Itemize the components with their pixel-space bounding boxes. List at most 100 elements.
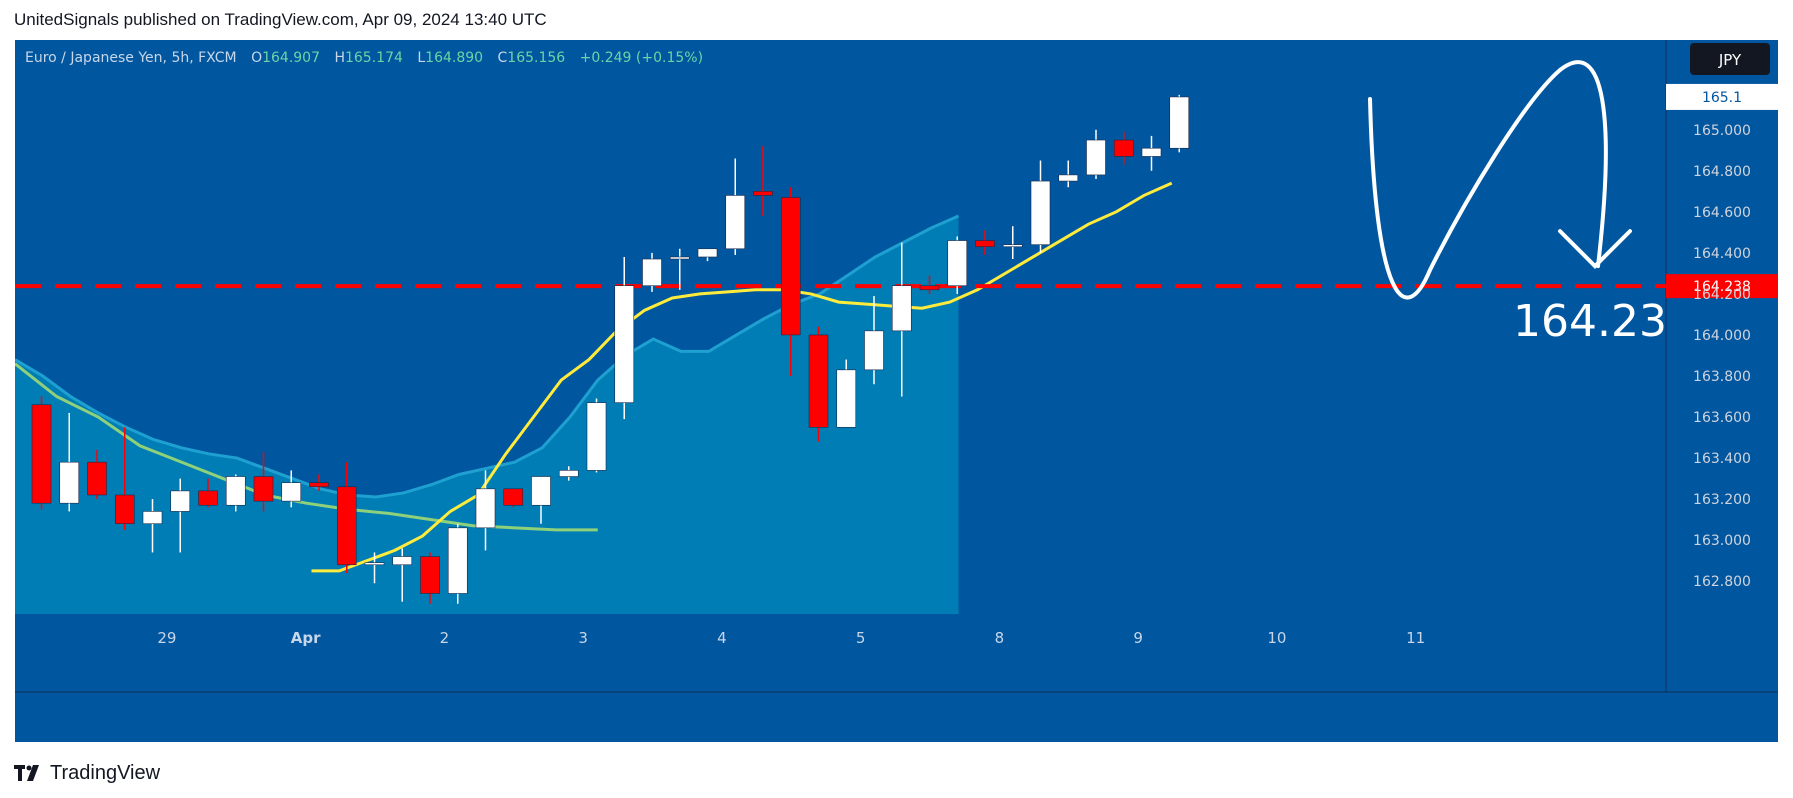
candle (503, 488, 524, 508)
y-axis: 165.000 164.800 164.600 164.400 164.200 164.0… (1666, 83, 1778, 590)
price-level: 164.238 (15, 274, 1778, 299)
candle-body-up (1030, 180, 1051, 245)
currency-badge[interactable]: JPY (1690, 43, 1770, 75)
candle-body-down (198, 490, 218, 506)
candle (725, 158, 746, 255)
candle (836, 359, 857, 428)
candle-body-up (1058, 174, 1079, 182)
candle (225, 474, 246, 512)
ema-fast-line (311, 181, 1173, 573)
candle-body-up (947, 240, 968, 287)
candle (1002, 226, 1023, 260)
candle (392, 548, 413, 602)
candle-body-up (669, 256, 690, 260)
candle (475, 470, 496, 551)
candle (919, 275, 940, 294)
candle-body-down (420, 556, 440, 594)
candle (642, 252, 662, 292)
ema-slow-line (14, 362, 598, 532)
y-tick-label: 163.800 (1693, 369, 1751, 385)
symbol-line: Euro / Japanese Yen, 5h, FXCM O164.907 H… (25, 50, 703, 66)
candle (1086, 129, 1106, 180)
area-top-line (14, 214, 960, 499)
candle-body-up (642, 258, 662, 287)
y-tick-label: 165.000 (1693, 123, 1751, 139)
candle-body-down (31, 404, 52, 504)
candle-body-up (891, 285, 912, 332)
candle (420, 552, 440, 604)
candle-body-down (780, 197, 801, 336)
candle-body-down (114, 494, 135, 525)
candle-body-up (1141, 147, 1162, 157)
candle (1113, 131, 1134, 165)
candle-body-up (836, 369, 857, 428)
candle-body-up (475, 488, 496, 529)
level-price-tag (1666, 274, 1778, 299)
svg-text:JPY: JPY (1718, 51, 1742, 69)
candle (1141, 135, 1162, 171)
x-tick-label: 10 (1267, 629, 1286, 647)
y-tick-label: 162.800 (1693, 574, 1751, 590)
area-fill (15, 215, 959, 614)
x-axis: 29 Apr 2 3 4 5 8 9 10 11 (157, 629, 1425, 647)
projection-arrow-head (1558, 229, 1632, 269)
candlestick-chart[interactable]: 164.238 165.000164.800164.600164.400164.… (14, 40, 1778, 742)
x-tick-label: 4 (717, 629, 727, 647)
candles (31, 94, 1190, 604)
candle-body-up (1169, 96, 1190, 149)
y-tick-label: 163.400 (1693, 451, 1751, 467)
candle-body-up (531, 476, 551, 506)
candle-body-down (919, 285, 940, 291)
candle (864, 295, 884, 385)
candle-body-up (392, 556, 413, 566)
moving-average-lines (14, 181, 1173, 573)
candle-body-up (1086, 139, 1106, 176)
candle (336, 462, 357, 573)
y-tick-label: 164.400 (1693, 246, 1751, 262)
candle-body-up (725, 195, 746, 250)
candle (170, 478, 191, 553)
candle (142, 499, 163, 553)
candle (780, 187, 801, 376)
y-tick-label: 164.200 (1693, 287, 1751, 303)
candle (309, 474, 329, 491)
x-tick-label: 11 (1406, 629, 1425, 647)
x-tick-label: Apr (291, 629, 321, 647)
candle (808, 326, 829, 442)
y-tick-label: 164.000 (1693, 328, 1751, 344)
candle (59, 412, 80, 512)
current-price-tag (1666, 83, 1778, 110)
x-tick-label: 3 (578, 629, 588, 647)
candle (975, 230, 995, 255)
candle (31, 396, 52, 510)
level-price-label: 164.238 (1693, 279, 1751, 295)
candle (697, 248, 718, 262)
candle (1030, 160, 1051, 253)
candle (253, 451, 274, 512)
candle (1058, 160, 1079, 188)
candle-body-down (808, 334, 829, 428)
footer-brand: TradingView (14, 762, 160, 785)
candle-body-up (697, 248, 718, 258)
candle (114, 427, 135, 530)
projection-arrow-path (1368, 60, 1608, 300)
y-tick-label: 164.600 (1693, 205, 1751, 221)
candle-body-up (225, 476, 246, 506)
candle (1169, 94, 1190, 153)
candle (281, 470, 302, 508)
candle (669, 248, 690, 290)
y-tick-label: 163.200 (1693, 492, 1751, 508)
candle-body-down (336, 486, 357, 566)
x-tick-label: 8 (995, 629, 1005, 647)
candle-body-up (614, 285, 635, 403)
candle-body-up (586, 402, 607, 471)
candle-body-down (253, 476, 274, 502)
y-tick-label: 163.600 (1693, 410, 1751, 426)
x-tick-label: 2 (440, 629, 450, 647)
candle-body-down (753, 191, 773, 196)
candle-body-up (170, 490, 191, 512)
candle-body-down (309, 482, 329, 488)
chart-panel[interactable]: 164.238 165.000 164.800 164.600 164.400 164.… (14, 40, 1778, 742)
candle-body-up (447, 527, 468, 594)
current-price-label: 165.1 (1702, 90, 1742, 106)
